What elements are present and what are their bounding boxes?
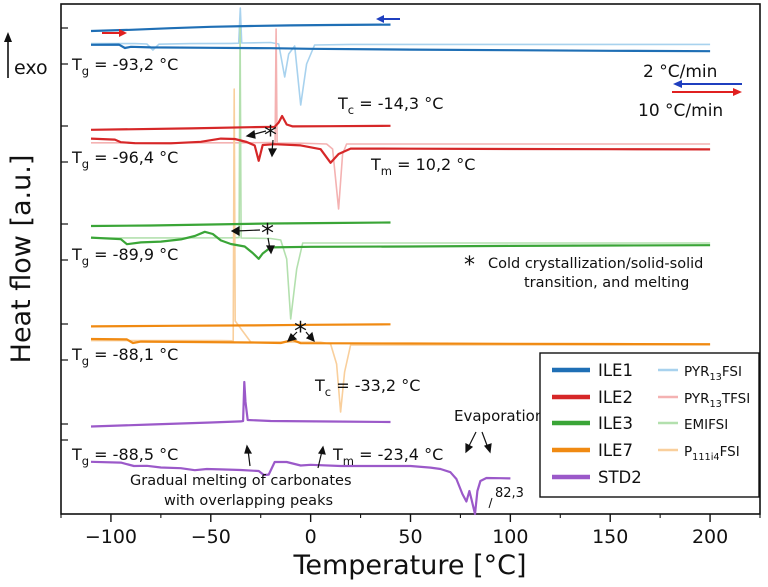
series-ile2-heat [90,137,711,164]
x-tick-label: −50 [191,526,231,548]
star-note-line-2: transition, and melting [524,275,689,291]
annotation-ile2-tg: Tg = -96,4 °C [71,148,178,171]
legend-label-ile1: ILE1 [598,361,633,380]
series-ile1-cool [90,23,391,33]
y-axis-ticks [61,27,68,441]
star-symbol: * [464,253,475,278]
annotation-arrows [230,129,493,509]
heating-rate-arrow-icon [672,88,742,96]
legend-label-emifsi: EMIFSI [684,417,728,433]
annotation-ile3-tg: Tg = -89,9 °C [71,245,178,268]
x-axis-label: Temperature [°C] [292,550,526,581]
annotation-ile1-tg: Tg = -93,2 °C [71,55,178,78]
annotation-ile7-tg: Tg = -88,1 °C [71,345,178,368]
series-pyr13fsi [91,7,711,106]
series-pyr13tfsi [91,28,711,210]
series-ile3-cool [90,221,391,228]
x-tick-label: 0 [305,526,317,548]
star-note-line-1: Cold crystallization/solid-solid [488,256,703,272]
series-layer [90,7,711,516]
annotation-ile1-tc: Tc = -14,3 °C [337,94,443,117]
annotation-layer: Tg = -93,2 °C Tc = -14,3 °C Tg = -96,4 °C T… [71,55,544,509]
exo-arrow-icon [4,32,12,78]
exo-label: exo [14,57,48,79]
legend-label-pyr13fsi: PYR13FSI [684,364,742,383]
annotation-std2-tm: Tm = -23,4 °C [332,445,443,468]
rate-label-cooling: 2 °C/min [643,62,717,82]
x-tick-label: 200 [692,526,728,548]
y-axis-label: Heat flow [a.u.] [6,155,37,364]
series-ile7-cool [90,323,391,328]
legend-label-ile7: ILE7 [598,441,633,460]
cooling-rate-arrow-icon [673,80,742,88]
ile1-heat-direction-arrow-icon [102,29,127,37]
legend-label-ile3: ILE3 [598,414,633,433]
series-std2-heat [90,460,511,516]
legend: ILE1 PYR13FSI ILE2 PYR13TFSI ILE3 EMIFSI ILE7 P… [539,352,760,498]
annotation-melt1: Gradual melting of carbonates [130,473,352,489]
legend-label-ile2: ILE2 [598,388,633,407]
annotation-peak: 82,3 [495,486,524,501]
x-axis-ticks: −100 −50 0 50 100 150 200 [60,514,761,548]
series-emifsi [90,25,711,320]
transition-star-icons: * * * [261,121,307,347]
annotation-ile2-tm: Tm = 10,2 °C [370,155,475,178]
ile2-star-icon: * [264,121,277,151]
series-ile3-heat [90,230,711,260]
x-tick-label: 150 [592,526,628,548]
annotation-std2-tc: Tc = -33,2 °C [314,376,420,399]
series-ile1-heat [90,43,711,53]
ile1-cool-direction-arrow-icon [376,15,400,23]
rate-label-heating: 10 °C/min [638,101,723,121]
x-tick-label: 50 [398,526,422,548]
series-ile7-heat [90,337,711,346]
ile3-star-icon: * [261,219,274,249]
ile7-star-icon: * [294,317,307,347]
legend-label-std2: STD2 [598,468,642,487]
series-ile2-cool [90,114,391,131]
annotation-evap: Evaporation [454,407,544,425]
legend-label-p111i4fsi: P111i4FSI [684,444,740,463]
annotation-std2-tg: Tg = -88,5 °C [71,445,178,468]
annotation-melt2: with overlapping peaks [164,493,333,509]
series-std2-cool [90,380,391,428]
x-tick-label: 100 [492,526,528,548]
x-tick-label: −100 [85,526,137,548]
legend-label-pyr13tfsi: PYR13TFSI [684,391,750,410]
